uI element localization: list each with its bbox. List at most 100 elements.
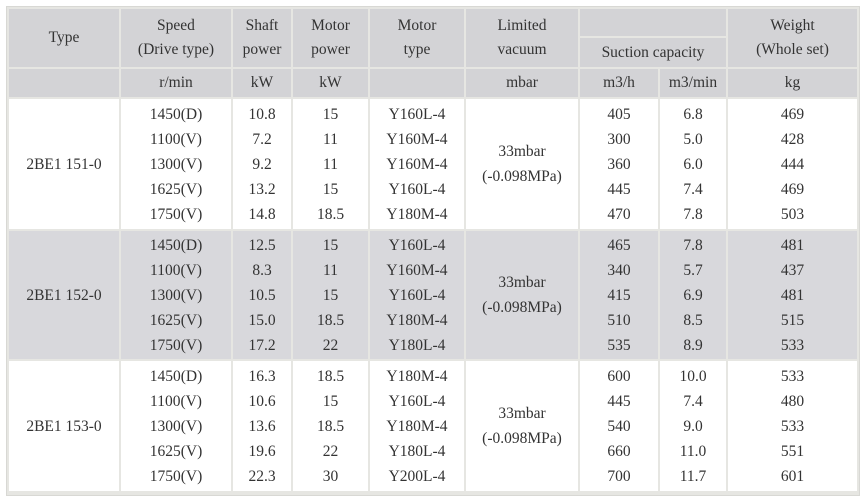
group-suction-m3h-column-text: 535 [607,336,631,354]
group-motor-power-column-text: 18.5 [316,205,345,223]
group-motor-type-column-text: Y180M-4 [386,417,448,435]
group-shaft-power-column-text: 14.8 [248,205,276,223]
group-motor-power-column-text: 15 [322,236,339,254]
unit-suction-m3min: m3/min [660,69,726,97]
group-weight-column-text: 515 [780,311,805,329]
group-shaft-power-column-text: 8.3 [252,261,272,279]
group-shaft-power-column-text: 10.8 [248,105,276,123]
group-limited-vacuum: 33mbar (-0.098MPa) [466,361,578,491]
group-weight-column: 533 480 533 551 601 [728,361,857,491]
unit-suction-m3min-text: m3/min [668,74,718,91]
group-shaft-power-column-text: 9.2 [252,155,272,173]
group-motor-power-column-text: 22 [322,336,339,354]
group-weight-column-text: 444 [780,155,805,173]
group-limited-vacuum: 33mbar (-0.098MPa) [466,99,578,229]
header-shaft-power-text: Shaft [245,17,279,34]
group-motor-power-column-text: 11 [323,155,338,173]
group-suction-m3h-column-text: 700 [607,467,631,485]
unit-type [9,69,119,97]
group-motor-type-column-text: Y180M-4 [386,367,448,385]
group-shaft-power-column: 16.3 10.6 13.6 19.6 22.3 [233,361,291,491]
unit-motor-type [370,69,464,97]
group-shaft-power-column-text: 15.0 [248,311,276,329]
group-weight-column-text: 533 [780,336,805,354]
specification-table: Type Speed (Drive type) Shaft power Motor powe… [6,6,860,496]
header-limited-vacuum-text: Limited [497,17,547,34]
group-suction-m3min-column-text: 7.8 [683,236,703,254]
group-suction-m3min-column-text: 11.0 [679,442,707,460]
group-weight-column-text: 469 [780,105,805,123]
group-shaft-power-column-text: 22.3 [248,467,276,485]
group-speed-column-text: 1300(V) [149,286,203,304]
group-suction-m3min-column-text: 7.8 [683,205,703,223]
header-motor-power-text: power [311,41,350,58]
header-shaft-power: Shaft power [233,9,291,67]
group-suction-m3h-column-text: 340 [607,261,631,279]
group-suction-m3min-column-text: 5.0 [683,130,703,148]
header-motor-power: Motor power [293,9,368,67]
group-motor-type-column-text: Y160M-4 [386,261,448,279]
group-type: 2BE1 151-0 [9,99,119,229]
header-motor-type: Motor type [370,9,464,67]
header-limited-vacuum: Limited vacuum [466,9,578,67]
group-weight-column-text: 533 [780,367,805,385]
group-speed-column-text: 1750(V) [149,467,203,485]
group-shaft-power-column-text: 19.6 [248,442,276,460]
group-suction-m3h-column: 465 340 415 510 535 [580,231,658,359]
group-motor-type-column-text: Y180L-4 [388,336,446,354]
group-limited-vacuum: 33mbar (-0.098MPa) [466,231,578,359]
header-suction-blank [580,9,726,36]
group-suction-m3h-column-text: 540 [607,417,631,435]
group-suction-m3h-column-text: 415 [607,286,631,304]
group-type-text: 2BE1 153-0 [26,417,102,435]
header-speed-text: (Drive type) [137,41,215,58]
header-weight-text: (Whole set) [756,41,829,58]
group-speed-column-text: 1625(V) [149,442,203,460]
group-suction-m3min-column-text: 8.9 [683,336,703,354]
group-weight-column-text: 480 [780,392,805,410]
header-type-text: Type [48,29,80,46]
group-weight-column-text: 601 [780,467,805,485]
group-motor-type-column-text: Y160L-4 [388,392,446,410]
group-weight-column-text: 481 [780,286,805,304]
header-speed-text: Speed [157,17,195,34]
group-suction-m3min-column-text: 8.5 [683,311,703,329]
group-shaft-power-column-text: 16.3 [248,367,276,385]
group-speed-column-text: 1100(V) [150,130,202,148]
header-motor-type-text: Motor [397,17,437,34]
group-suction-m3h-column-text: 445 [607,180,631,198]
header-weight: Weight (Whole set) [728,9,857,67]
group-motor-power-column-text: 30 [322,467,339,485]
group-suction-m3min-column-text: 10.0 [679,367,707,385]
unit-speed-text: r/min [159,74,193,91]
header-speed: Speed (Drive type) [121,9,231,67]
unit-weight-text: kg [784,74,801,91]
group-shaft-power-column: 12.5 8.3 10.5 15.0 17.2 [233,231,291,359]
group-motor-power-column: 15 11 11 15 18.5 [293,99,368,229]
group-motor-power-column-text: 15 [322,286,339,304]
group-suction-m3h-column-text: 405 [607,105,631,123]
group-shaft-power-column-text: 10.6 [248,392,276,410]
unit-motor-power-text: kW [319,74,342,91]
unit-suction-m3h: m3/h [580,69,658,97]
group-motor-power-column: 15 11 15 18.5 22 [293,231,368,359]
unit-motor-power: kW [293,69,368,97]
group-motor-type-column-text: Y180M-4 [386,311,448,329]
group-motor-type-column: Y160L-4 Y160M-4 Y160M-4 Y160L-4 Y180M-4 [370,99,464,229]
group-speed-column-text: 1750(V) [149,205,203,223]
group-motor-power-column-text: 15 [322,180,339,198]
group-shaft-power-column-text: 17.2 [248,336,276,354]
group-suction-m3h-column-text: 600 [607,367,631,385]
group-motor-power-column: 18.5 15 18.5 22 30 [293,361,368,491]
group-motor-type-column-text: Y180L-4 [388,442,446,460]
group-weight-column-text: 533 [780,417,805,435]
group-motor-type-column-text: Y160M-4 [386,130,448,148]
group-suction-m3min-column: 10.0 7.4 9.0 11.0 11.7 [660,361,726,491]
group-shaft-power-column-text: 12.5 [248,236,276,254]
group-weight-column-text: 437 [780,261,805,279]
group-limited-vacuum-text: 33mbar [498,143,546,160]
header-weight-text: Weight [770,17,815,34]
group-speed-column-text: 1625(V) [149,311,203,329]
group-limited-vacuum-text: 33mbar [498,405,546,422]
group-motor-power-column-text: 11 [323,130,338,148]
